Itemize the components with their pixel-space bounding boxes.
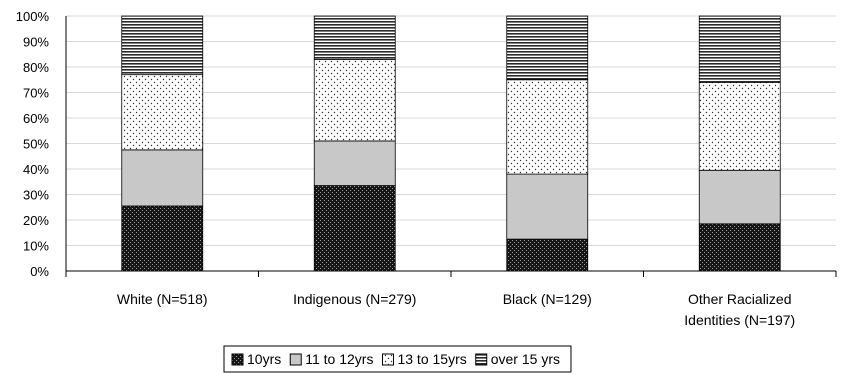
legend-item-11-to-12yrs: 11 to 12yrs (289, 351, 373, 367)
y-tick-label: 100% (16, 9, 50, 24)
legend: 10yrs 11 to 12yrs 13 to 15yrs over 15 yrs (223, 345, 572, 373)
y-tick-label: 80% (23, 60, 49, 75)
y-tick-label: 20% (23, 213, 49, 228)
bar-segment-13-to-15yrs (506, 79, 589, 175)
bar-segment-over-15-yrs (313, 15, 396, 60)
x-category-label: Black (N=129) (503, 291, 592, 307)
bar-segment-11-to-12yrs (121, 149, 204, 207)
bar-segment-10yrs (313, 185, 396, 272)
y-tick-label: 50% (23, 137, 49, 152)
bar-segment-13-to-15yrs (313, 58, 396, 142)
bar-segment-over-15-yrs (698, 15, 781, 83)
bar-segment-11-to-12yrs (698, 169, 781, 225)
y-tick-label: 90% (23, 35, 49, 50)
y-tick-label: 40% (23, 162, 49, 177)
x-category-label: Other Racialized (688, 291, 792, 307)
bar-segment-10yrs (698, 223, 781, 272)
x-category-label: White (N=518) (117, 291, 208, 307)
bar-segment-11-to-12yrs (506, 173, 589, 240)
bar-segment-over-15-yrs (506, 15, 589, 81)
x-category-label: Identities (N=197) (684, 312, 795, 328)
legend-item-10yrs: 10yrs (231, 351, 281, 367)
y-tick-label: 0% (30, 264, 49, 279)
bar-segment-13-to-15yrs (121, 74, 204, 151)
legend-swatch (381, 353, 394, 366)
legend-label: 11 to 12yrs (305, 351, 373, 367)
bar-segment-10yrs (121, 205, 204, 272)
y-tick-label: 10% (23, 239, 49, 254)
axis-labels: 0% 10% 20% 30% 40% 50% 60% 70% 80% 90% 100% White (… (16, 9, 795, 328)
bar-segment-over-15-yrs (121, 15, 204, 76)
bar-segment-11-to-12yrs (313, 140, 396, 186)
y-tick-label: 70% (23, 86, 49, 101)
legend-box (223, 345, 572, 373)
legend-label: 10yrs (247, 351, 281, 367)
bar-segment-13-to-15yrs (698, 81, 781, 171)
legend-swatch (475, 353, 488, 366)
legend-item-over-15-yrs: over 15 yrs (475, 351, 560, 367)
legend-item-13-to-15yrs: 13 to 15yrs (381, 351, 467, 367)
bar-segment-10yrs (506, 238, 589, 272)
legend-swatch (289, 353, 302, 366)
legend-label: 13 to 15yrs (397, 351, 466, 367)
legend-label: over 15 yrs (491, 351, 560, 367)
x-category-label: Indigenous (N=279) (293, 291, 416, 307)
y-tick-label: 60% (23, 111, 49, 126)
bars (121, 15, 781, 272)
y-tick-label: 30% (23, 188, 49, 203)
legend-swatch (231, 353, 244, 366)
